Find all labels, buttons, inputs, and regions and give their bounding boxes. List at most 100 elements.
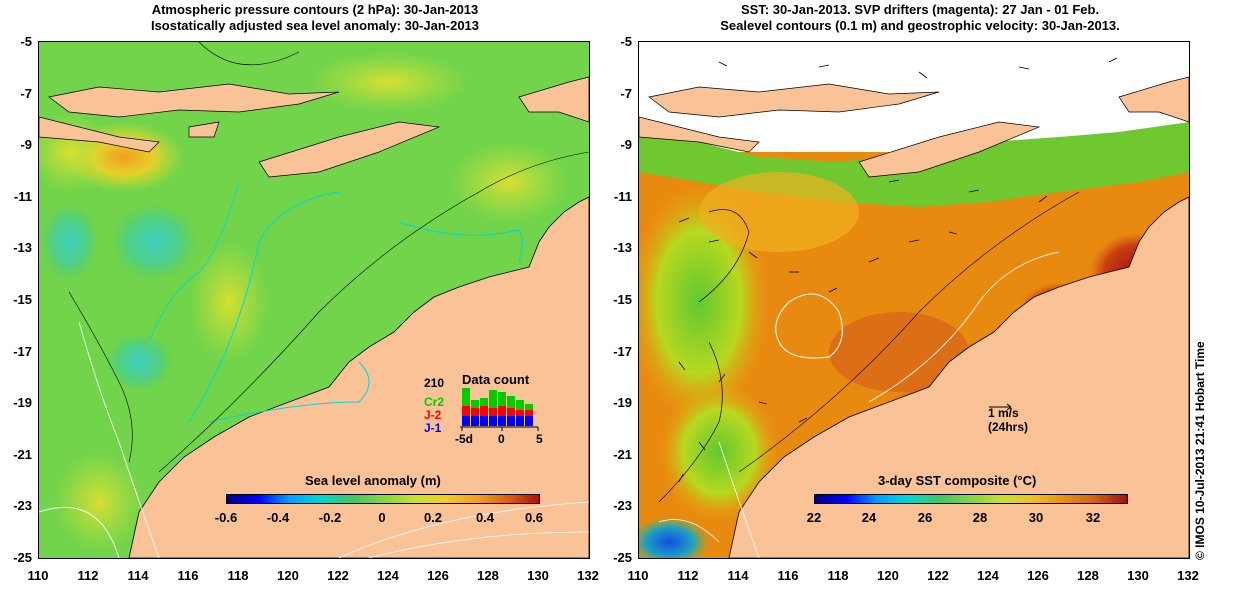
x-tick: 126 — [427, 568, 449, 583]
hist-bar — [489, 390, 497, 408]
y-tick: -15 — [613, 292, 632, 307]
sla-tick: 0.2 — [423, 510, 443, 525]
y-tick: -7 — [20, 86, 32, 101]
y-tick: -13 — [613, 240, 632, 255]
sla-colorbar-title: Sea level anomaly (m) — [305, 473, 441, 488]
y-tick: -21 — [613, 447, 632, 462]
sst-tick: 30 — [1028, 510, 1044, 525]
velocity-arrow — [708, 239, 720, 243]
hist-bar — [480, 406, 488, 416]
hist-bar — [507, 416, 515, 426]
x-tick: 118 — [227, 568, 249, 583]
hist-bar — [480, 398, 488, 406]
velocity-arrow — [718, 61, 728, 67]
right-title-line2: Sealevel contours (0.1 m) and geostrophi… — [720, 18, 1120, 33]
y-tick: -9 — [20, 137, 32, 152]
velocity-arrow — [698, 441, 706, 451]
hist-bar — [525, 410, 533, 416]
sea-level-anomaly-map — [38, 41, 590, 559]
sst-colorbar-title: 3-day SST composite (°C) — [878, 473, 1037, 488]
x-tick: 122 — [927, 568, 949, 583]
sla-tick: -0.4 — [266, 510, 290, 525]
velocity-arrow — [678, 217, 690, 223]
data-count-mission-j2: J-2 — [424, 408, 442, 422]
hist-bar — [498, 406, 506, 416]
x-tick: 112 — [77, 568, 99, 583]
sst-tick: 24 — [861, 510, 877, 525]
left-title-line1: Atmospheric pressure contours (2 hPa): 3… — [151, 2, 479, 17]
sla-tick: -0.2 — [318, 510, 342, 525]
x-tick: 130 — [527, 568, 549, 583]
hist-bar — [471, 408, 479, 416]
x-tick: 112 — [677, 568, 699, 583]
hist-bar — [498, 392, 506, 406]
y-tick: -21 — [13, 447, 32, 462]
velocity-arrow — [1108, 57, 1118, 63]
data-count-histogram — [460, 388, 539, 431]
data-count-total: 210 — [424, 376, 445, 390]
hist-bar — [471, 400, 479, 408]
hist-bar — [471, 416, 479, 426]
x-tick: 122 — [327, 568, 349, 583]
data-count-mission-j1: J-1 — [424, 421, 442, 435]
velocity-arrow — [678, 473, 684, 483]
velocity-arrow — [828, 287, 838, 293]
hist-bar — [525, 416, 533, 426]
x-tick: 110 — [627, 568, 649, 583]
velocity-arrow — [888, 179, 900, 183]
x-tick: 110 — [27, 568, 49, 583]
y-tick: -11 — [13, 189, 32, 204]
left-map-title: Atmospheric pressure contours (2 hPa): 3… — [60, 2, 570, 34]
velocity-arrow — [818, 64, 830, 68]
sst-tick: 26 — [917, 510, 933, 525]
left-title-line2: Isostatically adjusted sea level anomaly… — [150, 18, 480, 33]
hist-bar — [462, 406, 470, 416]
velocity-arrow — [1018, 66, 1030, 70]
sla-tick: -0.6 — [214, 510, 238, 525]
x-tick: 120 — [277, 568, 299, 583]
histogram-axis-label-zero: 0 — [498, 432, 505, 446]
velocity-arrow — [748, 251, 758, 259]
velocity-arrow — [948, 231, 958, 235]
hist-bar — [489, 416, 497, 426]
hist-bar — [516, 400, 524, 410]
x-tick: 114 — [127, 568, 149, 583]
x-tick: 132 — [1177, 568, 1199, 583]
x-tick: 132 — [577, 568, 599, 583]
hist-bar — [516, 410, 524, 416]
x-tick: 124 — [977, 568, 999, 583]
histogram-axis-label-start: -5d — [455, 432, 473, 446]
velocity-arrows — [678, 57, 1118, 483]
hist-bar — [507, 408, 515, 416]
y-tick: -5 — [620, 34, 632, 49]
right-title-line1: SST: 30-Jan-2013. SVP drifters (magenta)… — [740, 2, 1100, 17]
sst-tick: 32 — [1085, 510, 1101, 525]
scale-arrow-time-label: (24hrs) — [988, 420, 1029, 434]
x-tick: 120 — [877, 568, 899, 583]
y-tick: -15 — [13, 292, 32, 307]
y-tick: -13 — [13, 240, 32, 255]
hist-bar — [489, 408, 497, 416]
velocity-arrow — [718, 373, 726, 383]
hist-bar — [516, 416, 524, 426]
data-count-title: Data count — [462, 372, 530, 387]
y-tick: -23 — [613, 498, 632, 513]
hist-bar — [480, 416, 488, 426]
y-tick: -23 — [13, 498, 32, 513]
y-tick: -9 — [620, 137, 632, 152]
data-count-mission-cr2: Cr2 — [424, 395, 445, 409]
sst-tick: 28 — [972, 510, 988, 525]
sea-level-anomaly-svg — [39, 42, 589, 558]
x-tick: 128 — [1077, 568, 1099, 583]
hist-bar — [525, 404, 533, 410]
x-tick: 114 — [727, 568, 749, 583]
histogram-bars — [462, 388, 533, 426]
y-tick: -5 — [20, 34, 32, 49]
copyright-footer: © IMOS 10-Jul-2013 21:41 Hobart Time — [1193, 341, 1207, 560]
y-tick: -11 — [613, 189, 632, 204]
y-tick: -25 — [13, 550, 32, 565]
velocity-arrow — [868, 257, 880, 263]
x-tick: 118 — [827, 568, 849, 583]
y-tick: -25 — [613, 550, 632, 565]
velocity-arrow — [918, 71, 928, 79]
